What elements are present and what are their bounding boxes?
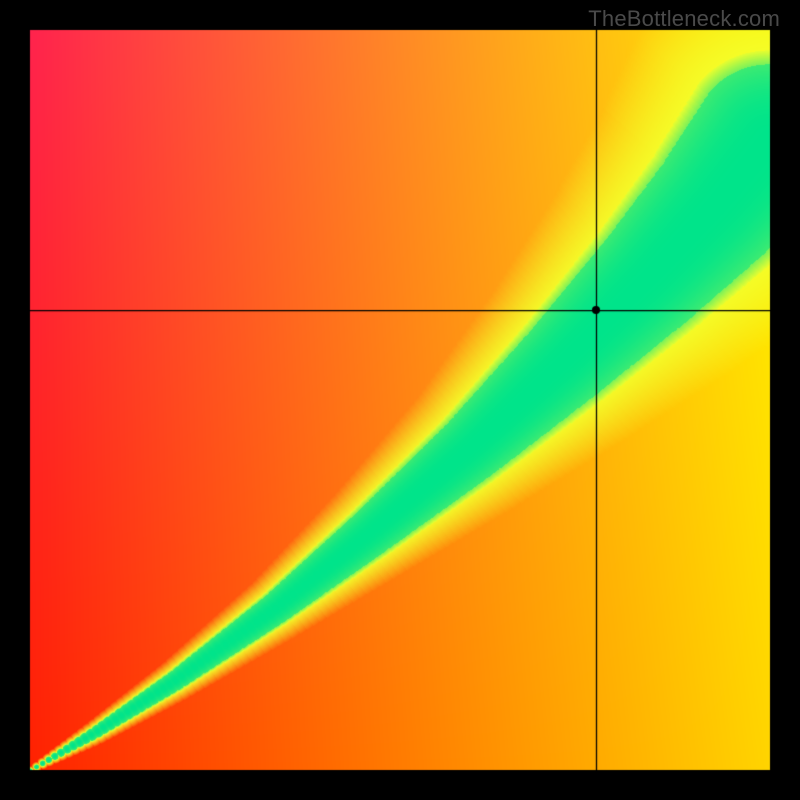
chart-container: TheBottleneck.com bbox=[0, 0, 800, 800]
watermark-text: TheBottleneck.com bbox=[588, 6, 780, 32]
bottleneck-heatmap bbox=[0, 0, 800, 800]
